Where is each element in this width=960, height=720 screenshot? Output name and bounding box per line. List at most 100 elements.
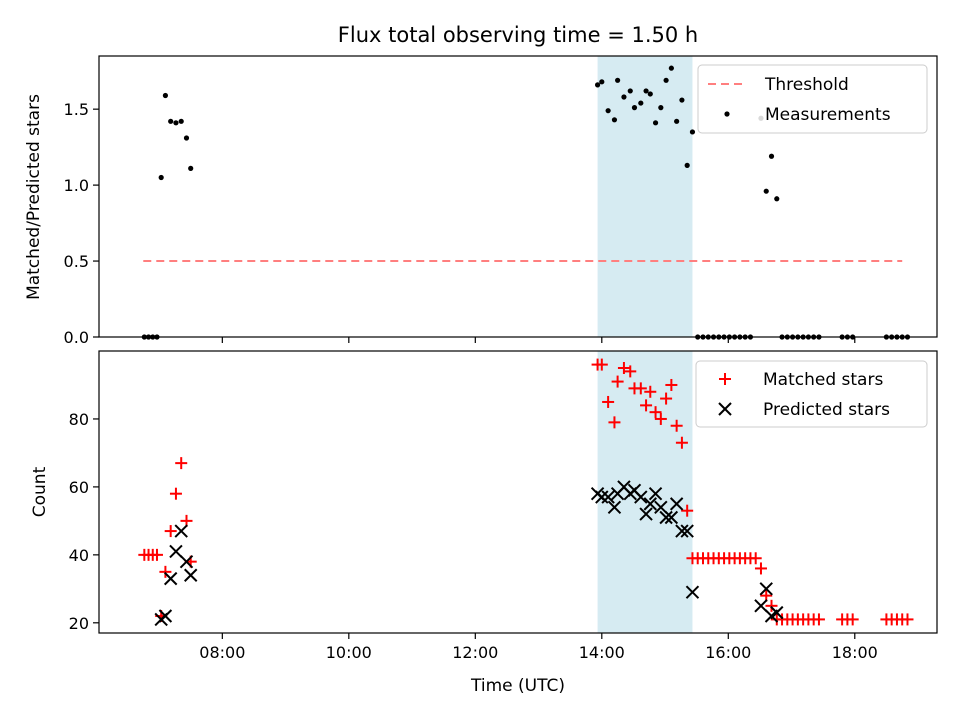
matched-star-point bbox=[649, 406, 662, 419]
legend-matched-label: Matched stars bbox=[763, 370, 883, 390]
x-tick-label: 12:00 bbox=[452, 643, 498, 662]
measurement-point bbox=[668, 65, 674, 71]
matched-star-point bbox=[846, 613, 859, 626]
matched-star-point bbox=[812, 613, 825, 626]
predicted-star-point bbox=[634, 490, 648, 504]
measurement-point bbox=[178, 118, 184, 124]
matched-star-point bbox=[164, 525, 177, 538]
legend-box bbox=[695, 360, 928, 428]
y-tick-label: 20 bbox=[69, 614, 89, 633]
matched-star-point bbox=[644, 385, 657, 398]
observing-span bbox=[597, 56, 693, 337]
measurement-point bbox=[621, 94, 627, 100]
plot-frame bbox=[98, 55, 938, 338]
matched-star-point bbox=[175, 457, 188, 470]
matched-star-point bbox=[640, 399, 653, 412]
plot-frame bbox=[98, 350, 938, 634]
matched-star-point bbox=[595, 358, 608, 371]
x-tick-label: 08:00 bbox=[199, 643, 245, 662]
legend-predicted-label: Predicted stars bbox=[763, 400, 890, 420]
measurement-point bbox=[158, 174, 164, 181]
measurement-point bbox=[647, 91, 653, 97]
y-tick-label: 40 bbox=[69, 546, 89, 565]
matched-star-point bbox=[611, 375, 624, 388]
matched-star-point bbox=[749, 552, 762, 565]
predicted-star-point bbox=[639, 507, 653, 521]
legend-predicted-swatch bbox=[718, 402, 732, 416]
predicted-star-point bbox=[169, 544, 183, 559]
matched-star-point bbox=[634, 382, 647, 395]
predicted-star-point bbox=[163, 571, 178, 586]
legend-threshold-label: Threshold bbox=[764, 75, 849, 95]
x-axis-ticks: 08:00 10:00 12:00 14:00 16:00 18:00 bbox=[199, 633, 878, 662]
matched-star-point bbox=[670, 419, 683, 432]
predicted-star-point bbox=[174, 524, 188, 538]
measurement-point bbox=[652, 120, 659, 126]
measurement-point bbox=[663, 77, 669, 83]
y-tick-label: 0.0 bbox=[64, 328, 89, 347]
measurement-point bbox=[679, 97, 685, 103]
measurement-point bbox=[658, 105, 664, 111]
x-tick-label: 14:00 bbox=[579, 643, 625, 662]
matched-star-point bbox=[617, 361, 630, 374]
y-tick-label: 1.5 bbox=[64, 100, 89, 119]
matched-star-point bbox=[660, 392, 673, 405]
measurement-point bbox=[594, 82, 601, 88]
matched-star-point bbox=[608, 416, 621, 429]
x-axis-ticks bbox=[221, 337, 856, 343]
matched-star-point bbox=[624, 365, 637, 378]
y-axis-ticks: 0.0 0.5 1.0 1.5 bbox=[64, 100, 99, 347]
matched-star-point bbox=[654, 412, 667, 425]
matched-star-point bbox=[169, 487, 182, 500]
predicted-star-point bbox=[669, 497, 684, 511]
measurement-point bbox=[605, 108, 611, 114]
measurement-point bbox=[611, 117, 618, 123]
predicted-star-point bbox=[754, 599, 768, 613]
x-tick-label: 18:00 bbox=[832, 643, 878, 662]
measurement-point bbox=[631, 105, 638, 111]
predicted-star-point bbox=[158, 609, 173, 623]
y-axis-label: Matched/Predicted stars bbox=[24, 94, 44, 300]
measurement-point bbox=[627, 88, 633, 94]
matched-star-points bbox=[138, 358, 914, 626]
matched-star-point bbox=[150, 548, 163, 561]
measurement-point bbox=[173, 120, 179, 126]
matched-star-point bbox=[602, 395, 615, 408]
predicted-star-point bbox=[601, 490, 615, 504]
y-axis-ticks: 20 40 60 80 bbox=[69, 410, 99, 633]
measurement-point bbox=[615, 77, 621, 83]
predicted-star-point bbox=[595, 490, 609, 504]
y-tick-label: 60 bbox=[69, 478, 89, 497]
predicted-star-point bbox=[680, 524, 694, 538]
matched-star-point bbox=[665, 378, 678, 391]
measurement-point bbox=[599, 79, 605, 85]
ratio-panel: Flux total observing time = 1.50 h 0.00.… bbox=[24, 23, 938, 347]
y-tick-label: 80 bbox=[69, 410, 89, 429]
matched-star-point bbox=[765, 599, 778, 612]
y-axis-label: Count bbox=[30, 466, 50, 517]
measurement-point bbox=[188, 165, 194, 171]
matched-star-point bbox=[159, 565, 172, 578]
predicted-star-point bbox=[179, 554, 194, 569]
predicted-star-points bbox=[154, 480, 784, 627]
predicted-star-point bbox=[183, 568, 198, 582]
predicted-star-point bbox=[759, 582, 773, 596]
matched-star-point bbox=[681, 504, 694, 517]
matched-star-point bbox=[675, 436, 688, 449]
x-tick-label: 16:00 bbox=[705, 643, 751, 662]
predicted-star-point bbox=[648, 486, 663, 501]
measurement-point bbox=[674, 118, 680, 124]
measurement-point bbox=[768, 153, 775, 159]
measurement-point bbox=[684, 162, 690, 168]
predicted-star-point bbox=[654, 500, 668, 514]
measurement-point bbox=[643, 88, 649, 94]
y-tick-label: 0.5 bbox=[64, 252, 89, 271]
measurement-point bbox=[162, 92, 169, 99]
legend-box bbox=[697, 64, 928, 134]
predicted-star-point bbox=[659, 510, 673, 525]
legend-matched-swatch bbox=[719, 373, 731, 385]
y-tick-label: 1.0 bbox=[64, 176, 89, 195]
x-tick-label: 10:00 bbox=[326, 643, 372, 662]
